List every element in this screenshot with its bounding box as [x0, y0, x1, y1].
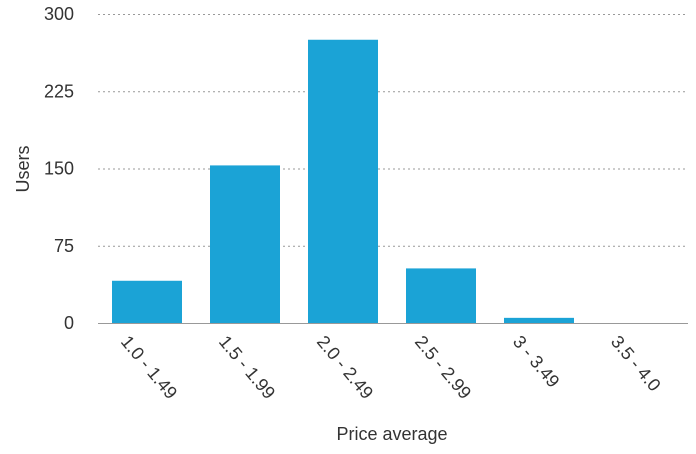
y-tick-label: 225 — [44, 81, 74, 101]
x-tick-label: 2.0 - 2.49 — [313, 332, 377, 403]
y-axis-ticks: 0 75 150 225 300 — [44, 4, 74, 333]
y-tick-label: 75 — [54, 236, 74, 256]
y-tick-label: 0 — [64, 313, 74, 333]
y-tick-label: 300 — [44, 4, 74, 24]
x-axis-ticks: 1.0 - 1.49 1.5 - 1.99 2.0 - 2.49 2.5 - 2.99… — [117, 332, 665, 403]
bar — [210, 165, 280, 323]
bar — [406, 268, 476, 323]
x-tick-label: 3 - 3.49 — [509, 332, 564, 392]
bar — [112, 280, 182, 323]
gridlines — [98, 14, 688, 324]
bar — [504, 317, 574, 323]
x-tick-label: 1.5 - 1.99 — [215, 332, 279, 403]
bars — [112, 39, 574, 323]
y-tick-label: 150 — [44, 159, 74, 179]
x-tick-label: 1.0 - 1.49 — [117, 332, 181, 403]
x-tick-label: 2.5 - 2.99 — [411, 332, 475, 403]
x-axis-title: Price average — [336, 424, 447, 444]
bar — [308, 39, 378, 323]
x-tick-label: 3.5 - 4.0 — [607, 332, 665, 395]
y-axis-title: Users — [13, 145, 33, 192]
